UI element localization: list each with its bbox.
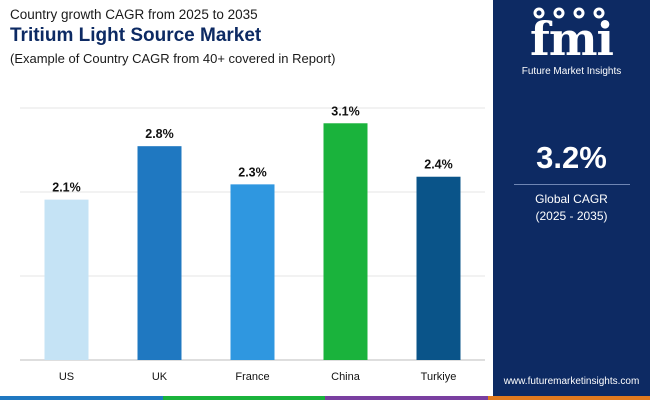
x-tick-label: US xyxy=(59,371,74,383)
bar-value-label: 3.1% xyxy=(331,104,360,118)
bar-uk xyxy=(137,146,182,360)
x-tick-label: China xyxy=(331,371,361,383)
bar-value-label: 2.3% xyxy=(238,165,267,179)
bar-value-label: 2.1% xyxy=(52,181,81,195)
bar-value-label: 2.8% xyxy=(145,127,174,141)
x-tick-label: Turkiye xyxy=(421,371,457,383)
global-cagr-period: (2025 - 2035) xyxy=(535,209,608,223)
strip-segment xyxy=(0,396,163,400)
bar-turkiye xyxy=(416,176,461,360)
chart-title: Tritium Light Source Market xyxy=(10,25,262,46)
stat-divider xyxy=(513,184,630,185)
fmi-logo: fmi Future Market Insights xyxy=(493,6,650,77)
chart-header: Country growth CAGR from 2025 to 2035 Tr… xyxy=(10,6,336,68)
bottom-color-strip xyxy=(0,396,650,400)
bar-chart-svg: 2.1% US 2.8% UK 2.3% France 3.1% China 2.4% Turki… xyxy=(20,104,485,383)
logo-text: Future Market Insights xyxy=(521,66,622,77)
bar-us xyxy=(44,199,89,360)
x-tick-label: France xyxy=(235,371,269,383)
website-url: www.futuremarketinsights.com xyxy=(503,376,640,387)
strip-segment xyxy=(162,396,325,400)
strip-segment xyxy=(325,396,488,400)
bar-china xyxy=(323,123,368,360)
strip-segment xyxy=(487,396,650,400)
global-cagr-label: Global CAGR xyxy=(535,192,608,206)
global-cagr-value: 3.2% xyxy=(536,140,607,175)
chart-subtitle: Country growth CAGR from 2025 to 2035 xyxy=(10,7,258,22)
bar-france xyxy=(230,184,275,360)
side-panel: fmi Future Market Insights 3.2% Global C… xyxy=(493,0,650,400)
logo-icons xyxy=(533,7,605,19)
chart-note: (Example of Country CAGR from 40+ covere… xyxy=(10,51,336,66)
logo-mark: fmi xyxy=(530,12,614,66)
x-tick-label: UK xyxy=(152,371,168,383)
bar-chart: 2.1% US 2.8% UK 2.3% France 3.1% China 2.4% Turki… xyxy=(0,100,500,390)
global-cagr-stat: 3.2% Global CAGR (2025 - 2035) xyxy=(493,140,650,225)
bar-value-label: 2.4% xyxy=(424,158,453,172)
